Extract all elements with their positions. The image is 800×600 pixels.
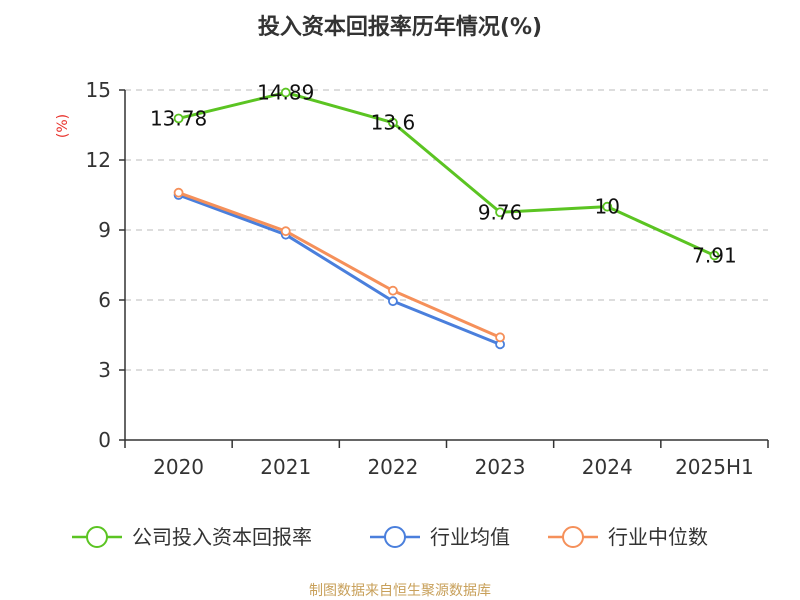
chart-title: 投入资本回报率历年情况(%): [258, 14, 542, 40]
grid-lines: [125, 89, 768, 371]
y-tick-label: 6: [98, 288, 111, 312]
axes: [119, 89, 769, 448]
y-tick-label: 15: [86, 78, 111, 102]
y-axis-unit: (%): [55, 114, 71, 138]
data-label: 10: [595, 195, 620, 219]
data-label: 9.76: [478, 200, 523, 224]
data-point: [495, 332, 505, 343]
data-point: [280, 87, 291, 98]
x-tick-label: 2025H1: [675, 455, 754, 479]
y-tick-label: 3: [98, 358, 111, 382]
y-tick-labels: 0 3 6 9 12 15: [86, 78, 111, 452]
legend-marker: [562, 526, 584, 548]
x-tick-label: 2024: [582, 455, 633, 479]
legend-label: 行业中位数: [608, 525, 708, 549]
legend-label: 行业均值: [430, 525, 510, 549]
y-tick-label: 0: [98, 428, 111, 452]
series-line: [178, 193, 501, 346]
x-tick-label: 2020: [153, 455, 204, 479]
x-tick-label: 2022: [367, 455, 418, 479]
data-point: [602, 201, 613, 212]
series-line: [178, 91, 716, 257]
legend-marker: [86, 526, 108, 548]
data-label: 7.91: [692, 243, 737, 267]
y-tick-label: 9: [98, 218, 111, 242]
data-point: [173, 113, 184, 124]
legend-label: 公司投入资本回报率: [132, 525, 312, 549]
x-tick-label: 2023: [475, 455, 526, 479]
x-tick-labels: 2020 2021 2022 2023 2024 2025H1: [153, 455, 754, 479]
data-label: 13.78: [150, 106, 207, 130]
data-label: 13.6: [371, 111, 416, 135]
legend: 公司投入资本回报率 行业均值 行业中位数: [72, 525, 708, 549]
data-point: [709, 250, 720, 261]
x-tick-label: 2021: [260, 455, 311, 479]
data-point: [495, 207, 505, 218]
data-point: [388, 296, 398, 307]
series-line: [178, 191, 501, 339]
data-source-note: 制图数据来自恒生聚源数据库: [309, 583, 491, 599]
data-point: [388, 285, 398, 296]
data-point: [280, 226, 291, 237]
y-tick-label: 12: [86, 148, 111, 172]
data-label: 14.89: [257, 81, 314, 105]
data-point: [388, 117, 398, 128]
series-group: 13.78 14.89 13.6 9.76 10 7.91: [150, 81, 737, 350]
legend-marker: [384, 526, 406, 548]
data-point: [173, 187, 184, 198]
